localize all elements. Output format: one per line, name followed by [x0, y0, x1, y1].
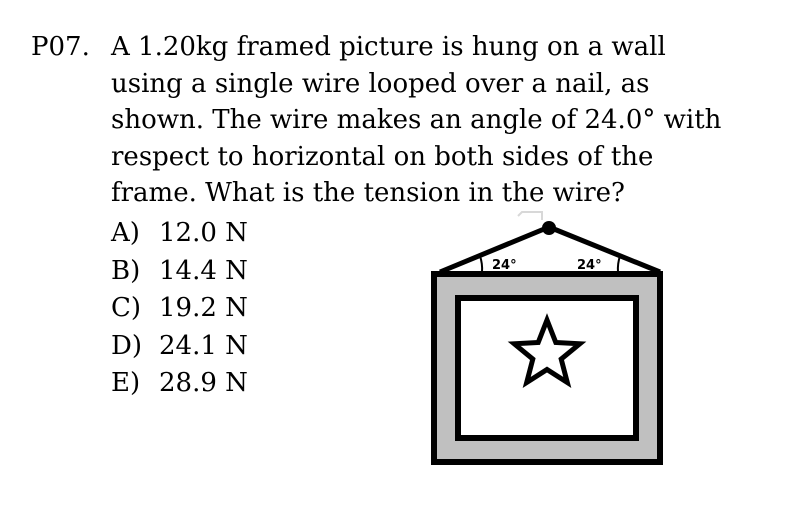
choice-value: 28.9 N — [159, 368, 248, 398]
answer-choices: A) 12.0 N B) 14.4 N C) 19.2 N D) 24.1 N E) 28… — [111, 215, 248, 403]
problem-number: P07. — [31, 32, 90, 62]
choice-letter: B) — [111, 255, 141, 286]
choice-letter: C) — [111, 293, 142, 323]
picture-frame-figure: 24° 24° — [430, 210, 670, 470]
choice-letter: D) — [111, 330, 142, 361]
answer-choice-e: E) 28.9 N — [111, 365, 248, 403]
choice-letter: E) — [111, 368, 141, 398]
right-angle-label: 24° — [577, 258, 602, 273]
star-icon — [507, 313, 587, 389]
right-angle-arc — [616, 255, 621, 273]
question-line: frame. What is the tension in the wire? — [111, 178, 625, 208]
answer-choice-d: D) 24.1 N — [111, 328, 248, 366]
question-line: respect to horizontal on both sides of t… — [111, 141, 654, 172]
choice-value: 24.1 N — [159, 330, 248, 361]
nail-bracket — [517, 211, 543, 220]
question-line: shown. The wire makes an angle of 24.0° … — [111, 105, 722, 135]
question-text: A 1.20kg framed picture is hung on a wal… — [111, 29, 771, 212]
nail-icon — [542, 221, 556, 235]
answer-choice-c: C) 19.2 N — [111, 290, 248, 328]
answer-choice-a: A) 12.0 N — [111, 215, 248, 253]
question-line: using a single wire looped over a nail, … — [111, 68, 650, 99]
choice-letter: A) — [111, 218, 140, 248]
left-angle-arc — [479, 255, 484, 273]
question-line: A 1.20kg framed picture is hung on a wal… — [111, 32, 666, 62]
choice-value: 14.4 N — [159, 255, 248, 286]
choice-value: 12.0 N — [159, 218, 248, 248]
left-angle-label: 24° — [492, 258, 517, 273]
answer-choice-b: B) 14.4 N — [111, 253, 248, 291]
choice-value: 19.2 N — [159, 293, 248, 323]
